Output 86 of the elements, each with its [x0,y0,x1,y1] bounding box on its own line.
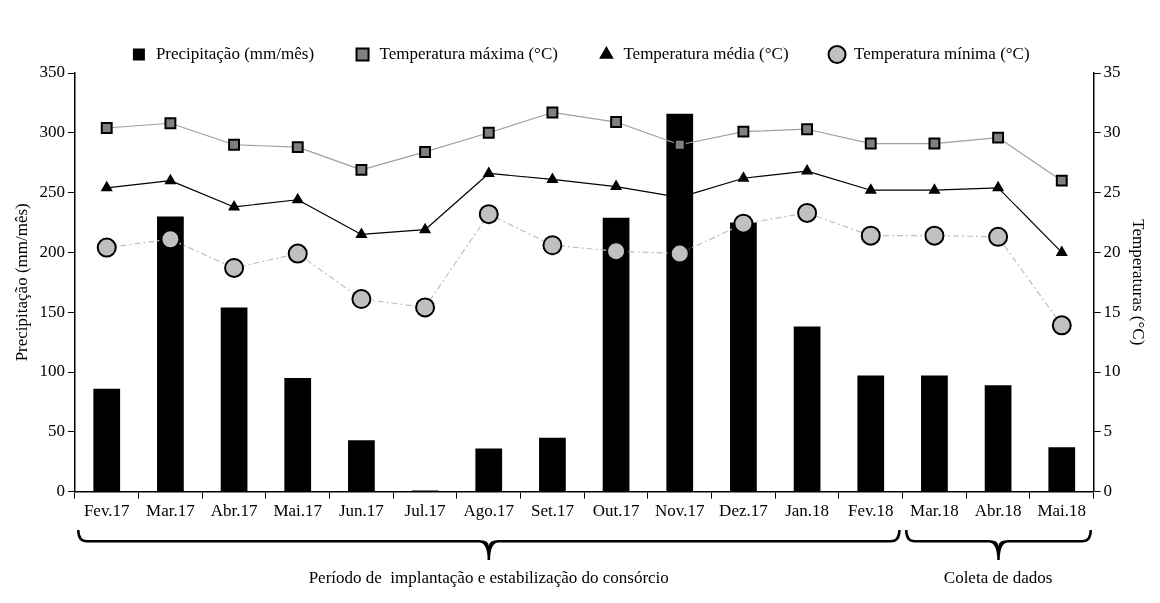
point [100,180,113,192]
x-tick-label: Jan.18 [785,501,830,521]
point [355,163,368,176]
x-tick-label: Fev.18 [847,501,894,521]
legend-label: Temperatura mínima (°C) [854,43,1030,63]
point [733,213,754,234]
x-tick-label: Fev.17 [83,501,131,521]
point [542,235,563,256]
point [291,192,304,204]
text: Coleta de dados [943,567,1053,588]
y2-tick-label: 25 [1103,182,1121,202]
point [291,141,304,154]
point [801,164,814,175]
y2-axis-title: Temperaturas (°C) [1129,219,1149,346]
point [801,123,814,136]
point [988,226,1009,247]
point [610,179,623,191]
x-tick-label: Out.17 [592,501,640,521]
point [992,180,1005,192]
y-tick-label: 50 [47,421,65,441]
point [228,138,241,151]
x-tick-label: Ago.17 [463,501,515,521]
point [928,137,941,150]
y2-tick-label: 0 [1103,481,1113,501]
point [419,145,432,158]
point [100,122,113,134]
point [351,289,372,310]
x-tick-label: Jun.17 [338,501,385,521]
x-tick-label: Mai.18 [1037,501,1087,521]
legend-label: Temperatura média (°C) [623,43,789,63]
y-tick-label: 250 [39,182,65,202]
point [546,106,559,119]
legend-label: Temperatura máxima (°C) [379,43,558,63]
point [860,225,881,246]
point [228,199,241,211]
point [482,166,495,177]
point [478,204,499,225]
point [606,241,627,262]
point [924,225,945,246]
point [1055,174,1068,187]
point [164,117,177,130]
text: Período de implantação e estabilização do consórcio [308,567,669,588]
x-tick-label: Abr.17 [210,501,258,521]
point [1055,245,1068,256]
point [546,172,559,183]
point [160,229,181,250]
point [415,297,436,318]
point [864,183,877,194]
y2-tick-label: 10 [1103,361,1121,381]
point [355,227,368,238]
point [482,126,495,139]
point [164,173,177,185]
y2-tick-label: 35 [1103,62,1121,82]
y-tick-label: 300 [39,122,65,142]
x-tick-label: Mar.18 [910,501,959,521]
x-tick-label: Dez.17 [719,501,769,521]
point [610,116,623,128]
y2-tick-label: 30 [1103,122,1121,142]
y-tick-label: 200 [39,241,65,261]
point [287,243,308,264]
y-tick-label: 0 [56,481,65,501]
y2-tick-label: 20 [1103,241,1121,261]
x-tick-label: Abr.18 [974,501,1022,521]
x-tick-label: Mar.17 [146,501,196,521]
x-tick-label: Set.17 [530,501,575,521]
y2-tick-label: 15 [1103,301,1121,321]
y2-tick-label: 5 [1103,421,1113,441]
point [737,125,750,138]
y-tick-label: 100 [39,361,65,381]
y-tick-label: 350 [39,62,65,82]
point [992,131,1005,144]
point [669,243,690,264]
y-tick-label: 150 [39,301,65,321]
point [1051,315,1072,336]
point [419,222,432,234]
x-tick-label: Jul.17 [404,501,447,521]
point [864,137,877,150]
x-tick-label: Nov.17 [655,501,705,521]
point [928,183,941,194]
y-axis-title: Precipitação (mm/mês) [11,203,31,362]
point [224,257,245,278]
legend-label: Precipitação (mm/mês) [155,43,315,63]
point [797,202,818,223]
point [737,171,750,182]
x-tick-label: Mai.17 [273,501,323,521]
point [96,237,117,258]
